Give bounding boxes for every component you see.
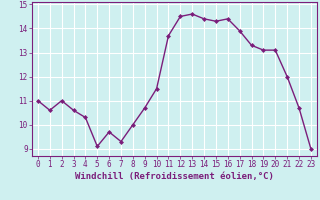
X-axis label: Windchill (Refroidissement éolien,°C): Windchill (Refroidissement éolien,°C) [75, 172, 274, 181]
